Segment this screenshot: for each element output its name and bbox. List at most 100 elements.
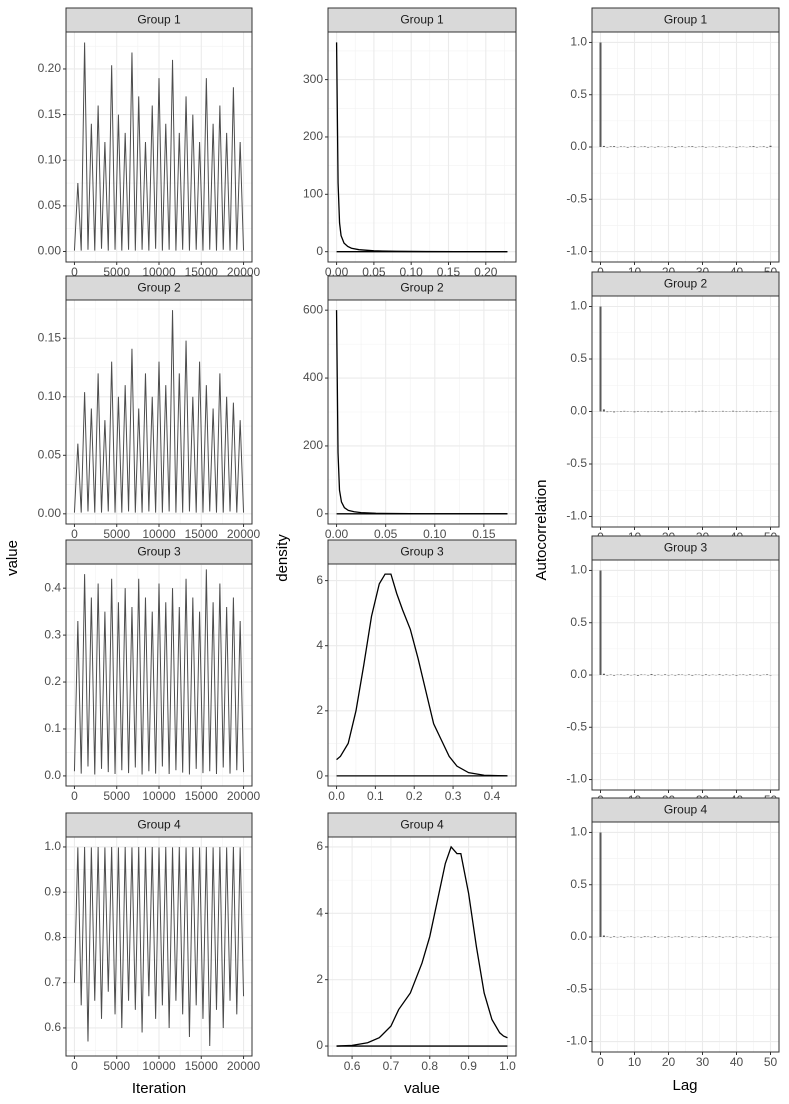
x-tick-label: 0 bbox=[71, 265, 78, 279]
y-tick-label: 0.3 bbox=[44, 627, 61, 641]
y-axis-label: value bbox=[4, 540, 21, 576]
y-tick-label: 0 bbox=[316, 506, 323, 520]
y-tick-label: 2 bbox=[316, 703, 323, 717]
panel-border bbox=[591, 821, 780, 1053]
strip-title: Group 1 bbox=[664, 13, 708, 27]
x-tick-label: 0.05 bbox=[374, 527, 398, 541]
y-tick-label: 1.0 bbox=[570, 563, 587, 577]
y-tick-label: 200 bbox=[303, 129, 323, 143]
panel: Group 10.000.050.100.150.200 5000 10000 150… bbox=[38, 7, 261, 279]
x-tick-label: 1.0 bbox=[499, 1059, 516, 1073]
y-tick-label: -1.0 bbox=[566, 244, 587, 258]
x-axis-label: Iteration bbox=[132, 1080, 186, 1097]
x-tick-label: 0.3 bbox=[445, 789, 462, 803]
y-tick-label: 0.0 bbox=[570, 667, 587, 681]
y-tick-label: 6 bbox=[316, 573, 323, 587]
strip-title: Group 4 bbox=[664, 803, 708, 817]
y-tick-label: 0.0 bbox=[44, 768, 61, 782]
plot-area bbox=[328, 32, 516, 262]
x-tick-label: 10000 bbox=[142, 1059, 176, 1073]
strip bbox=[65, 812, 253, 838]
x-tick-label: 5000 bbox=[103, 1059, 130, 1073]
x-tick-label: 0.8 bbox=[421, 1059, 438, 1073]
y-tick-label: 0.6 bbox=[44, 1020, 61, 1034]
x-tick-label: 50 bbox=[764, 1055, 778, 1069]
y-tick-label: 6 bbox=[316, 839, 323, 853]
y-tick-label: -1.0 bbox=[566, 1034, 587, 1048]
x-axis-label: value bbox=[404, 1080, 440, 1097]
x-tick-label: 5000 bbox=[103, 789, 130, 803]
y-tick-label: 1.0 bbox=[570, 825, 587, 839]
data-line bbox=[73, 846, 245, 1047]
strip-title: Group 2 bbox=[137, 281, 181, 295]
y-tick-label: 1.0 bbox=[44, 839, 61, 853]
y-tick-label: 0.2 bbox=[44, 674, 61, 688]
x-tick-label: 10000 bbox=[142, 789, 176, 803]
y-tick-label: 0.5 bbox=[570, 87, 587, 101]
strip bbox=[65, 539, 253, 565]
y-tick-label: 0.0 bbox=[570, 929, 587, 943]
strip-title: Group 2 bbox=[664, 277, 708, 291]
panel: Group 4 0.6 0.7 0.8 0.9 1.0 0 5000 10000 15000 200… bbox=[44, 812, 261, 1073]
y-tick-label: 1.0 bbox=[570, 299, 587, 313]
y-axis-label: Autocorrelation bbox=[533, 480, 550, 581]
x-tick-label: 5000 bbox=[103, 527, 130, 541]
y-tick-label: 0.0 bbox=[570, 404, 587, 418]
panel-border bbox=[65, 31, 253, 263]
y-tick-label: 1.0 bbox=[570, 35, 587, 49]
y-tick-label: 100 bbox=[303, 186, 323, 200]
strip bbox=[327, 275, 517, 301]
y-tick-label: 0.8 bbox=[44, 930, 61, 944]
strip bbox=[591, 797, 780, 823]
y-tick-label: 0.15 bbox=[38, 107, 62, 121]
x-tick-label: 0 bbox=[71, 1059, 78, 1073]
y-tick-label: 0.1 bbox=[44, 721, 61, 735]
strip bbox=[591, 535, 780, 561]
x-tick-label: 20000 bbox=[227, 1059, 261, 1073]
y-tick-label: 200 bbox=[303, 438, 323, 452]
x-tick-label: 0.1 bbox=[367, 789, 384, 803]
y-tick-label: 0 bbox=[316, 1038, 323, 1052]
strip bbox=[591, 271, 780, 297]
panel: Group 4 0 2 4 6 0.6 0.7 0.8 0.9 1.0 bbox=[316, 812, 517, 1073]
x-tick-label: 0 bbox=[597, 1055, 604, 1069]
x-tick-label: 40 bbox=[730, 1055, 744, 1069]
strip bbox=[327, 812, 517, 838]
x-tick-label: 0.15 bbox=[472, 527, 496, 541]
y-tick-label: 0.00 bbox=[38, 244, 62, 258]
y-tick-label: 0.15 bbox=[38, 330, 62, 344]
panel: Group 3 0 2 4 6 0.0 0.1 0.2 0.3 0.4 bbox=[316, 539, 517, 803]
x-tick-label: 10 bbox=[628, 1055, 642, 1069]
y-tick-label: 0.10 bbox=[38, 152, 62, 166]
y-tick-label: 4 bbox=[316, 905, 323, 919]
y-tick-label: 400 bbox=[303, 370, 323, 384]
y-tick-label: -0.5 bbox=[566, 456, 587, 470]
data-line bbox=[336, 573, 508, 777]
y-tick-label: -0.5 bbox=[566, 719, 587, 733]
strip-title: Group 1 bbox=[400, 13, 444, 27]
x-tick-label: 15000 bbox=[185, 527, 219, 541]
x-tick-label: 20 bbox=[662, 1055, 676, 1069]
x-tick-label: 30 bbox=[696, 1055, 710, 1069]
x-tick-label: 0 bbox=[71, 789, 78, 803]
y-axis-label: density bbox=[274, 534, 291, 582]
panel-border bbox=[327, 299, 517, 525]
x-axis-label: Lag bbox=[672, 1077, 697, 1094]
y-tick-label: 0 bbox=[316, 244, 323, 258]
panel-border bbox=[591, 295, 780, 528]
strip bbox=[591, 7, 780, 33]
panel-border bbox=[327, 31, 517, 263]
y-tick-label: 0.9 bbox=[44, 884, 61, 898]
data-line bbox=[73, 569, 245, 775]
panel: Group 4 -1.0 -0.5 0.0 0.5 1.0 0 10 20 30 40 50 bbox=[566, 797, 780, 1069]
y-tick-label: -1.0 bbox=[566, 772, 587, 786]
x-tick-label: 0.2 bbox=[406, 789, 423, 803]
y-tick-label: -0.5 bbox=[566, 981, 587, 995]
x-tick-label: 15000 bbox=[185, 1059, 219, 1073]
x-tick-label: 0.0 bbox=[328, 789, 345, 803]
x-tick-label: 15000 bbox=[185, 789, 219, 803]
strip bbox=[327, 539, 517, 565]
x-tick-label: 20000 bbox=[227, 527, 261, 541]
